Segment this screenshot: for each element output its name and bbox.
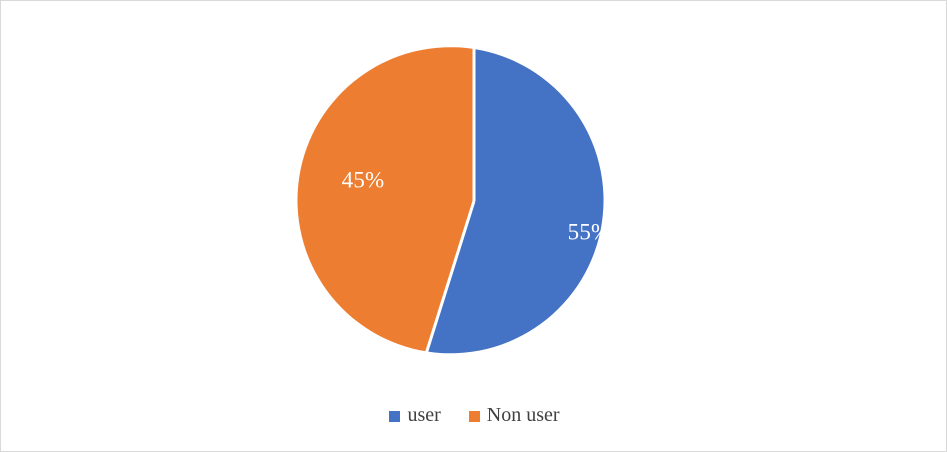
legend-item-label: Non user: [486, 404, 560, 426]
legend-item-non-user[interactable]: Non user: [468, 404, 560, 426]
pie-slice-non-user[interactable]: [297, 47, 474, 352]
pie-slice-label-user: 55%: [567, 219, 611, 245]
legend-item-label: user: [407, 404, 441, 426]
square-marker-orange-icon: [468, 410, 480, 422]
square-marker-blue-icon: [389, 410, 401, 422]
slice-divider-bottom: [424, 200, 476, 355]
pie-slice-user[interactable]: [427, 49, 604, 354]
pie-slice-label-non-user: 45%: [341, 167, 385, 193]
chart-legend: user Non user: [1, 404, 946, 426]
legend-item-user[interactable]: user: [389, 404, 441, 426]
